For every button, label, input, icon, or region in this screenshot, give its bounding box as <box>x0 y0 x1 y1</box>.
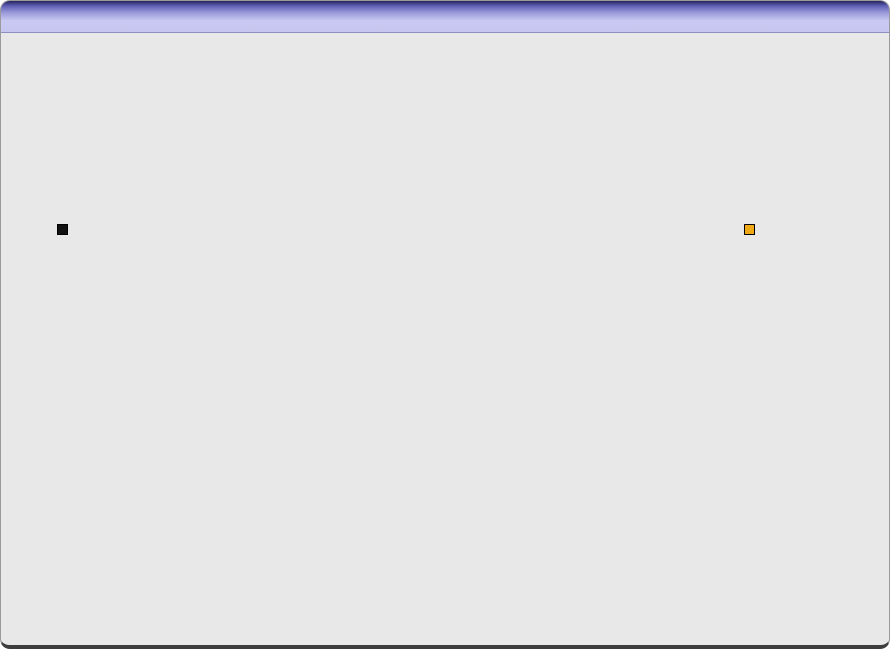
gold-legend-swatch-icon <box>744 224 755 235</box>
sugar-legend-swatch-icon <box>57 224 68 235</box>
title-bar <box>1 1 889 33</box>
